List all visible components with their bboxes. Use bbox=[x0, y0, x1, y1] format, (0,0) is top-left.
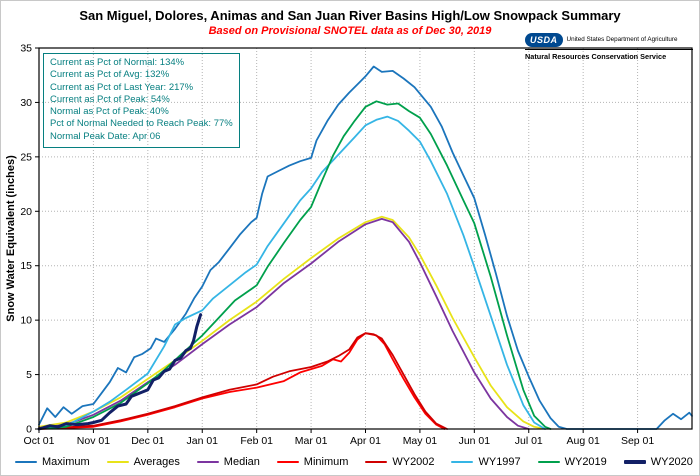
x-tick-label: Oct 01 bbox=[24, 435, 55, 447]
legend-swatch bbox=[451, 460, 474, 464]
usda-agency-text: Natural Resources Conservation Service bbox=[525, 52, 667, 61]
legend-label: WY1997 bbox=[478, 456, 521, 468]
x-tick-label: Jun 01 bbox=[459, 435, 491, 447]
series-maximum bbox=[38, 65, 693, 430]
y-axis-label: Snow Water Equivalent (inches) bbox=[5, 155, 17, 322]
y-tick-label: 5 bbox=[26, 369, 32, 381]
stats-line: Normal as Pct of Peak: 40% bbox=[50, 106, 169, 118]
x-tick-label: Feb 01 bbox=[240, 435, 273, 447]
usda-department-text: United States Department of Agriculture bbox=[566, 35, 678, 43]
x-tick-label: Dec 01 bbox=[131, 435, 164, 447]
y-tick-label: 10 bbox=[20, 315, 32, 327]
legend-item-wy2002: WY2002 bbox=[365, 456, 435, 468]
legend-swatch bbox=[15, 460, 37, 464]
y-tick-label: 15 bbox=[20, 260, 32, 272]
stats-line: Current as Pct of Avg: 132% bbox=[50, 69, 170, 81]
legend-label: WY2002 bbox=[392, 456, 435, 468]
legend-label: Maximum bbox=[42, 456, 90, 468]
x-tick-label: Mar 01 bbox=[295, 435, 328, 447]
legend-label: Median bbox=[223, 456, 260, 468]
legend-item-wy1997: WY1997 bbox=[451, 456, 521, 468]
series-wy2002 bbox=[38, 332, 449, 430]
legend-swatch bbox=[106, 460, 129, 464]
legend-label: Averages bbox=[133, 456, 180, 468]
page-title: San Miguel, Dolores, Animas and San Juan… bbox=[79, 8, 621, 23]
legend-label: WY2019 bbox=[564, 456, 607, 468]
y-tick-label: 0 bbox=[26, 424, 32, 436]
usda-divider bbox=[525, 49, 693, 50]
y-tick-label: 25 bbox=[20, 151, 32, 163]
legend-label: Minimum bbox=[303, 456, 349, 468]
legend-item-median: Median bbox=[196, 456, 260, 468]
legend-item-maximum: Maximum bbox=[15, 456, 90, 468]
stats-line: Pct of Normal Needed to Reach Peak: 77% bbox=[50, 118, 233, 130]
stats-box: Current as Pct of Normal: 134% Current as… bbox=[43, 53, 240, 149]
legend-swatch bbox=[365, 460, 388, 464]
usda-header: USDA United States Department of Agricul… bbox=[525, 33, 693, 47]
usda-logo: USDA bbox=[525, 33, 563, 47]
x-tick-label: Apr 01 bbox=[350, 435, 381, 447]
y-tick-label: 20 bbox=[20, 206, 32, 218]
legend-item-averages: Averages bbox=[106, 456, 180, 468]
legend-item-minimum: Minimum bbox=[276, 456, 349, 468]
legend: Maximum Averages Median Minimum WY2002 WY1997… bbox=[1, 450, 699, 474]
x-tick-label: Nov 01 bbox=[77, 435, 110, 447]
usda-block: USDA United States Department of Agricul… bbox=[525, 33, 693, 61]
x-tick-label: May 01 bbox=[403, 435, 438, 447]
series-wy1997 bbox=[38, 115, 546, 430]
x-tick-label: Aug 01 bbox=[567, 435, 600, 447]
series-averages bbox=[38, 215, 546, 430]
legend-swatch bbox=[196, 460, 219, 464]
series-wy2020 bbox=[37, 313, 203, 431]
x-tick-label: Jul 01 bbox=[515, 435, 543, 447]
stats-line: Normal Peak Date: Apr 06 bbox=[50, 130, 161, 142]
legend-swatch bbox=[623, 460, 646, 464]
legend-swatch bbox=[276, 460, 299, 464]
y-tick-label: 35 bbox=[20, 43, 32, 55]
stats-line: Current as Pct of Peak: 54% bbox=[50, 93, 170, 105]
x-tick-label: Sep 01 bbox=[621, 435, 654, 447]
y-tick-label: 30 bbox=[20, 97, 32, 109]
series-median bbox=[38, 217, 530, 430]
legend-label: WY2020 bbox=[650, 456, 693, 468]
stats-line: Current as Pct of Normal: 134% bbox=[50, 57, 185, 68]
stats-line: Current as Pct of Last Year: 217% bbox=[50, 81, 194, 93]
x-tick-label: Jan 01 bbox=[186, 435, 218, 447]
legend-item-wy2019: WY2019 bbox=[537, 456, 607, 468]
legend-item-wy2020: WY2020 bbox=[623, 456, 693, 468]
chart-subtitle: Based on Provisional SNOTEL data as of D… bbox=[208, 25, 492, 37]
legend-swatch bbox=[537, 460, 560, 464]
